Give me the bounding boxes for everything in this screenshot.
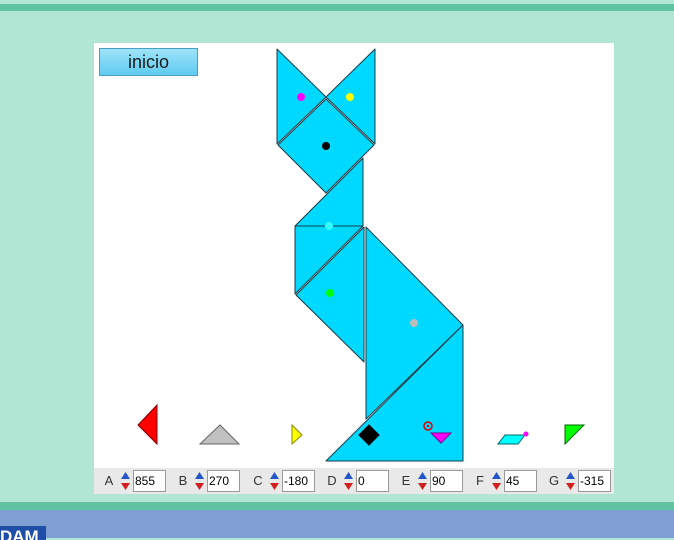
- piece-e-magenta-triangle[interactable]: [429, 432, 453, 444]
- dot-black: [322, 142, 330, 150]
- top-bar: [0, 0, 674, 12]
- inicio-button[interactable]: inicio: [99, 48, 198, 76]
- piece-e-marker-icon: [423, 421, 433, 431]
- control-g-spinner-icon[interactable]: [565, 471, 576, 491]
- tangram-canvas: [137, 48, 586, 462]
- dot-cyan: [325, 222, 333, 230]
- piece-d-black-square[interactable]: [358, 424, 380, 446]
- control-f-value[interactable]: 45: [504, 470, 537, 492]
- top-stripe: [0, 4, 674, 11]
- control-g-label: G: [548, 473, 560, 488]
- dot-magenta: [297, 93, 305, 101]
- control-a-spinner-icon[interactable]: [120, 471, 131, 491]
- control-a-label: A: [104, 473, 114, 488]
- angle-controls-bar: A 855 B 270 C -180 D 0 E 90 F 45: [94, 468, 614, 494]
- control-g-value[interactable]: -315: [578, 470, 611, 492]
- control-d-spinner-icon[interactable]: [343, 471, 354, 491]
- control-f-spinner-icon[interactable]: [491, 471, 502, 491]
- piece-f-cyan-parallelogram[interactable]: [496, 434, 527, 445]
- figure-base: [325, 324, 464, 462]
- piece-f-marker: [523, 431, 529, 437]
- footer-bar: [0, 510, 674, 538]
- control-a-value[interactable]: 855: [133, 470, 166, 492]
- control-c-spinner-icon[interactable]: [269, 471, 280, 491]
- control-c-value[interactable]: -180: [282, 470, 315, 492]
- dot-green: [326, 289, 334, 297]
- dot-gray: [410, 319, 418, 327]
- control-b-value[interactable]: 270: [207, 470, 240, 492]
- control-e-spinner-icon[interactable]: [417, 471, 428, 491]
- control-c-label: C: [253, 473, 263, 488]
- dot-yellow: [346, 93, 354, 101]
- piece-c-yellow-triangle[interactable]: [291, 423, 303, 446]
- piece-b-gray-triangle[interactable]: [198, 424, 241, 445]
- control-b-label: B: [178, 473, 188, 488]
- control-e-value[interactable]: 90: [430, 470, 463, 492]
- control-f-label: F: [476, 473, 484, 488]
- piece-e-marker-center: [426, 424, 430, 428]
- control-d-value[interactable]: 0: [356, 470, 389, 492]
- control-e-label: E: [401, 473, 411, 488]
- control-d-label: D: [327, 473, 337, 488]
- brand-logo: DAM: [0, 526, 46, 540]
- bottom-stripe: [0, 502, 674, 510]
- piece-g-green-triangle[interactable]: [564, 424, 586, 446]
- tangram-panel: inicio A 855 B 270 C -180 D 0 E 90 F: [94, 43, 614, 494]
- piece-a-red-triangle[interactable]: [137, 403, 158, 446]
- control-b-spinner-icon[interactable]: [194, 471, 205, 491]
